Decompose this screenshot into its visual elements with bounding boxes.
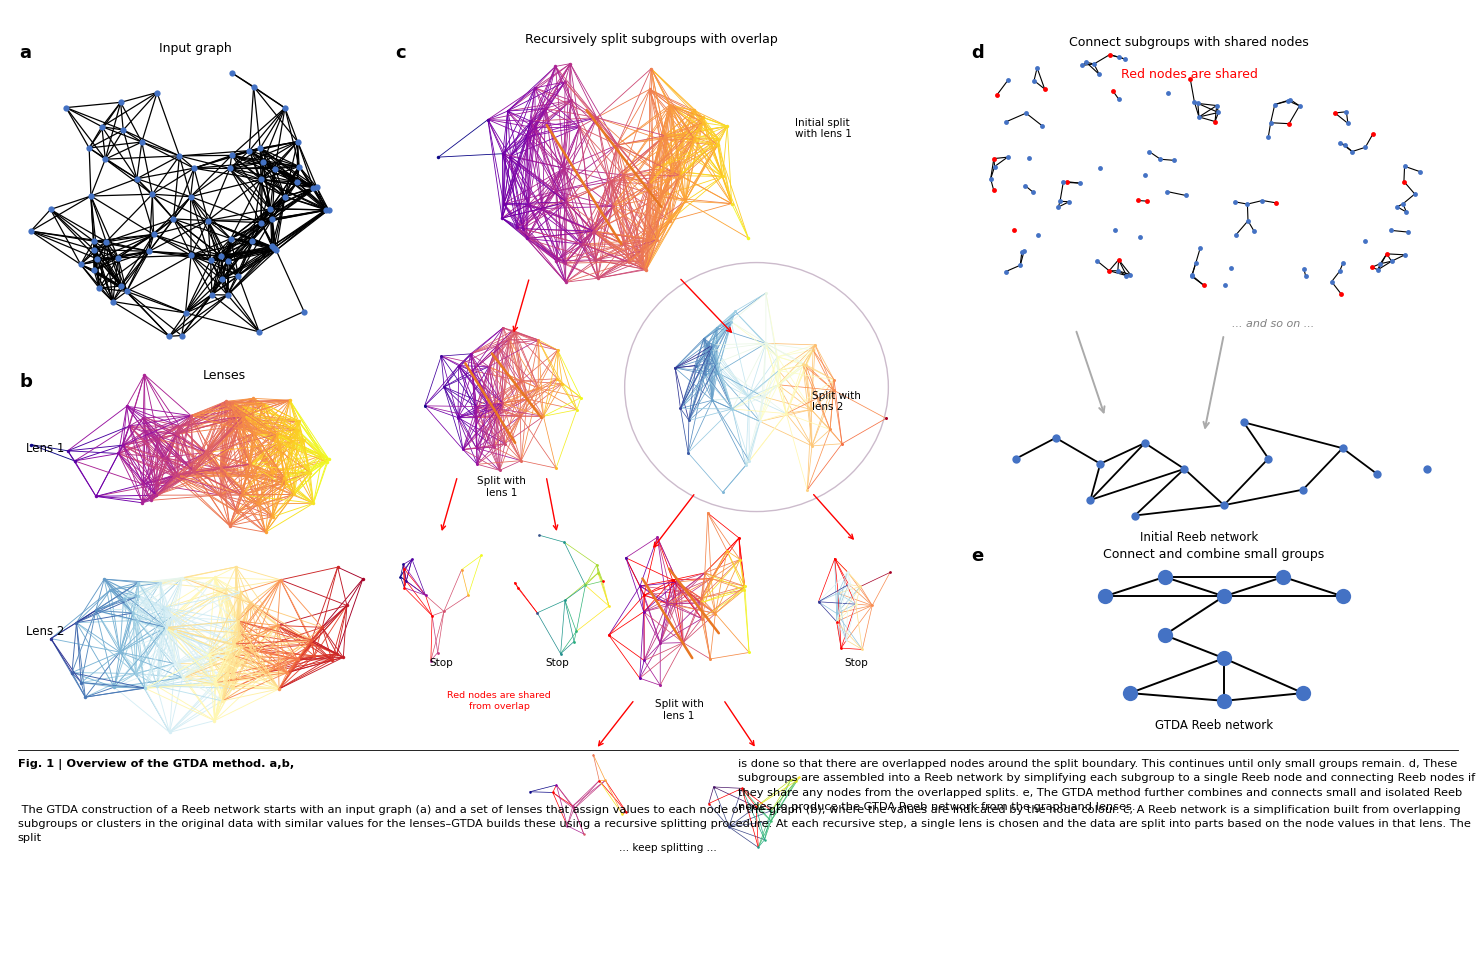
Text: ... and so on ...: ... and so on ... — [1232, 318, 1315, 329]
Text: Split with
lens 1: Split with lens 1 — [654, 700, 704, 721]
Text: e: e — [971, 547, 983, 565]
Text: Lens 2: Lens 2 — [25, 624, 63, 638]
Text: is done so that there are overlapped nodes around the split boundary. This conti: is done so that there are overlapped nod… — [738, 759, 1475, 812]
Text: d: d — [971, 44, 984, 62]
Text: Lenses: Lenses — [202, 369, 246, 381]
Text: c: c — [396, 44, 406, 62]
Text: Red nodes are shared: Red nodes are shared — [1120, 68, 1258, 80]
Text: Stop: Stop — [844, 658, 868, 668]
Text: Stop: Stop — [545, 658, 570, 668]
Text: GTDA Reeb network: GTDA Reeb network — [1154, 719, 1274, 732]
Text: b: b — [19, 373, 32, 391]
Text: Red nodes are shared
from overlap: Red nodes are shared from overlap — [447, 691, 551, 711]
Text: Initial Reeb network: Initial Reeb network — [1139, 531, 1259, 544]
Text: Recursively split subgroups with overlap: Recursively split subgroups with overlap — [525, 33, 778, 46]
Text: a: a — [19, 44, 31, 62]
Text: Fig. 1 | Overview of the GTDA method. a,b,: Fig. 1 | Overview of the GTDA method. a,… — [18, 759, 294, 770]
Text: Initial split
with lens 1: Initial split with lens 1 — [796, 117, 852, 139]
Text: Connect subgroups with shared nodes: Connect subgroups with shared nodes — [1070, 37, 1309, 49]
Text: Lens 1: Lens 1 — [25, 442, 63, 455]
Text: Split with
lens 2: Split with lens 2 — [812, 391, 861, 412]
Text: Connect and combine small groups: Connect and combine small groups — [1104, 548, 1324, 560]
Text: The GTDA construction of a Reeb network starts with an input graph (a) and a set: The GTDA construction of a Reeb network … — [18, 804, 1470, 843]
Text: ... keep splitting ...: ... keep splitting ... — [618, 843, 717, 854]
Text: Split with
lens 1: Split with lens 1 — [477, 476, 527, 498]
Text: Input graph: Input graph — [159, 42, 232, 55]
Text: Stop: Stop — [430, 658, 453, 668]
